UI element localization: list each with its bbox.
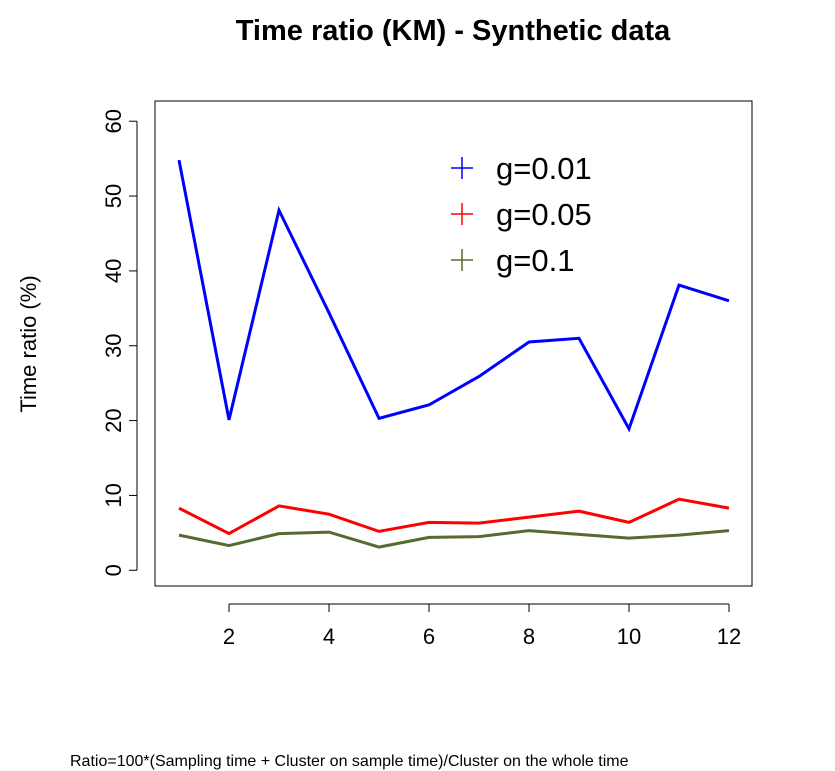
y-tick-label: 40 [101, 259, 126, 283]
footnote: Ratio=100*(Sampling time + Cluster on sa… [70, 753, 629, 770]
x-tick-label: 10 [617, 624, 641, 649]
series-line [178, 497, 730, 536]
series-line [178, 529, 730, 549]
series-line [177, 159, 730, 433]
y-tick-label: 30 [101, 334, 126, 358]
y-tick-label: 0 [101, 564, 126, 576]
x-tick-label: 8 [523, 624, 535, 649]
y-tick-label: 60 [101, 109, 126, 133]
legend-marker [451, 203, 473, 225]
legend-marker [451, 249, 473, 271]
x-tick-label: 6 [423, 624, 435, 649]
legend-label: g=0.05 [496, 197, 592, 232]
plot-frame [154, 100, 753, 587]
y-axis-label: Time ratio (%) [16, 275, 41, 412]
x-tick-label: 4 [323, 624, 335, 649]
legend-label: g=0.1 [496, 243, 574, 278]
legend-marker [451, 157, 473, 179]
x-tick-label: 2 [223, 624, 235, 649]
y-tick-label: 10 [101, 483, 126, 507]
y-tick-label: 50 [101, 184, 126, 208]
legend-label: g=0.01 [496, 151, 592, 186]
chart-title: Time ratio (KM) - Synthetic data [236, 15, 671, 47]
x-tick-label: 12 [717, 624, 741, 649]
y-tick-label: 20 [101, 408, 126, 432]
